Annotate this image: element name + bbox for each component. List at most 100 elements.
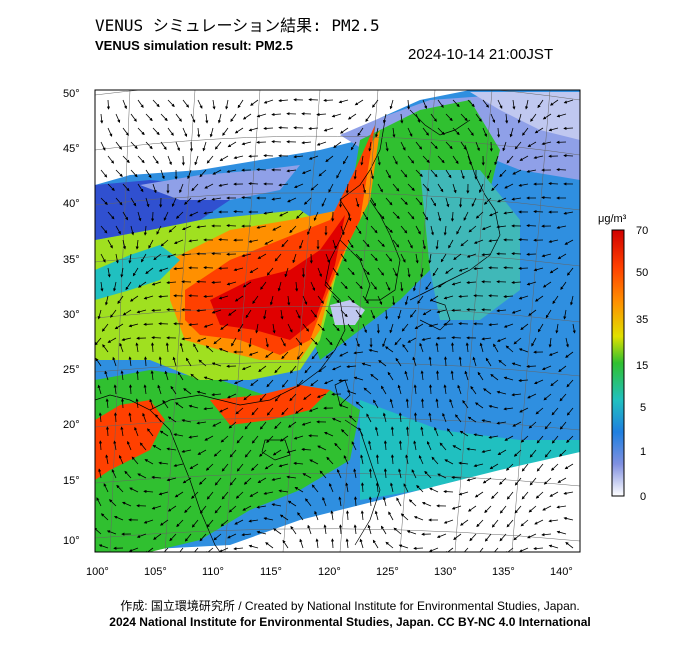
wind-arrow [218, 238, 229, 242]
wind-arrow [389, 323, 394, 334]
wind-arrow [446, 428, 454, 437]
wind-arrow [520, 435, 529, 443]
wind-arrow [204, 435, 214, 441]
wind-arrow [130, 113, 137, 122]
wind-arrow [286, 449, 297, 454]
wind-arrow [184, 197, 192, 205]
wind-arrow [520, 323, 529, 331]
wind-arrow [566, 407, 574, 416]
wind-arrow [326, 456, 334, 465]
wind-arrow [115, 113, 121, 123]
wind-arrow [481, 225, 492, 230]
wind-arrow [167, 99, 175, 108]
wind-arrow [155, 414, 162, 423]
wind-arrow [329, 482, 334, 493]
wind-arrow [362, 295, 369, 304]
wind-arrow [455, 414, 462, 423]
wind-arrow [125, 281, 132, 291]
lon-label: 110° [202, 566, 224, 578]
wind-arrow [542, 505, 552, 511]
wind-arrow [206, 519, 214, 528]
wind-arrow [226, 169, 237, 173]
wind-arrow [263, 99, 274, 104]
wind-arrow [310, 281, 316, 291]
wind-arrow [310, 379, 319, 387]
wind-arrow [338, 496, 342, 507]
wind-arrow [103, 483, 109, 493]
wind-arrow [525, 99, 529, 110]
wind-arrow [466, 447, 477, 451]
wind-arrow [153, 533, 162, 540]
wind-arrow [307, 524, 312, 535]
wind-arrow [485, 357, 492, 367]
wind-arrow [233, 379, 244, 385]
wind-arrow [341, 429, 349, 437]
wind-arrow [159, 519, 169, 526]
wind-arrow [263, 126, 274, 131]
wind-arrow [496, 421, 507, 425]
wind-arrow [556, 168, 567, 172]
wind-arrow [514, 477, 522, 486]
wind-arrow [176, 519, 184, 528]
wind-arrow [334, 442, 342, 451]
wind-arrow [311, 484, 319, 493]
wind-arrow [278, 489, 289, 493]
wind-arrow [196, 390, 207, 395]
wind-arrow [406, 99, 411, 110]
wind-arrow [307, 225, 312, 236]
wind-arrow [489, 211, 499, 217]
wind-arrow [514, 505, 522, 514]
wind-arrow [367, 524, 372, 535]
wind-arrow [452, 445, 462, 451]
wind-arrow [287, 323, 293, 333]
wind-arrow [250, 99, 259, 106]
wind-arrow [213, 337, 222, 345]
wind-arrow [374, 510, 379, 521]
wind-arrow [134, 426, 139, 437]
wind-arrow [415, 225, 421, 235]
wind-arrow [534, 519, 544, 525]
wind-arrow [559, 393, 567, 402]
wind-arrow [374, 426, 379, 437]
wind-arrow [505, 345, 514, 353]
wind-arrow [544, 421, 552, 430]
wind-arrow [290, 525, 297, 535]
wind-arrow [348, 415, 357, 423]
wind-arrow [421, 501, 432, 507]
wind-arrow [424, 470, 432, 479]
wind-arrow [152, 445, 162, 451]
wind-arrow [145, 267, 154, 275]
wind-arrow [550, 379, 559, 387]
wind-arrow [491, 491, 499, 499]
wind-arrow [531, 337, 537, 347]
wind-arrow [428, 253, 432, 264]
wind-arrow [190, 373, 199, 381]
wind-arrow [388, 511, 394, 521]
wind-arrow [151, 211, 155, 222]
wind-arrow [205, 547, 214, 552]
wind-arrow [565, 541, 574, 549]
wind-arrow [340, 337, 347, 347]
wind-arrow [101, 323, 109, 332]
wind-arrow [165, 342, 169, 353]
wind-arrow [98, 412, 102, 423]
wind-arrow [396, 497, 402, 507]
wind-arrow [470, 385, 477, 395]
wind-arrow [196, 308, 207, 313]
wind-arrow [504, 183, 514, 189]
wind-arrow [303, 197, 312, 205]
wind-arrow [175, 113, 182, 122]
lon-label: 140° [550, 566, 573, 578]
wind-arrow [175, 402, 184, 409]
wind-arrow [132, 267, 139, 277]
wind-arrow [548, 351, 559, 356]
wind-arrow [398, 440, 403, 451]
wind-arrow [191, 491, 199, 499]
wind-arrow [421, 337, 432, 341]
wind-arrow [171, 197, 177, 207]
wind-arrow [233, 155, 244, 160]
wind-arrow [353, 376, 364, 381]
wind-arrow [382, 337, 387, 348]
wind-arrow [392, 127, 396, 138]
wind-arrow [160, 113, 168, 122]
